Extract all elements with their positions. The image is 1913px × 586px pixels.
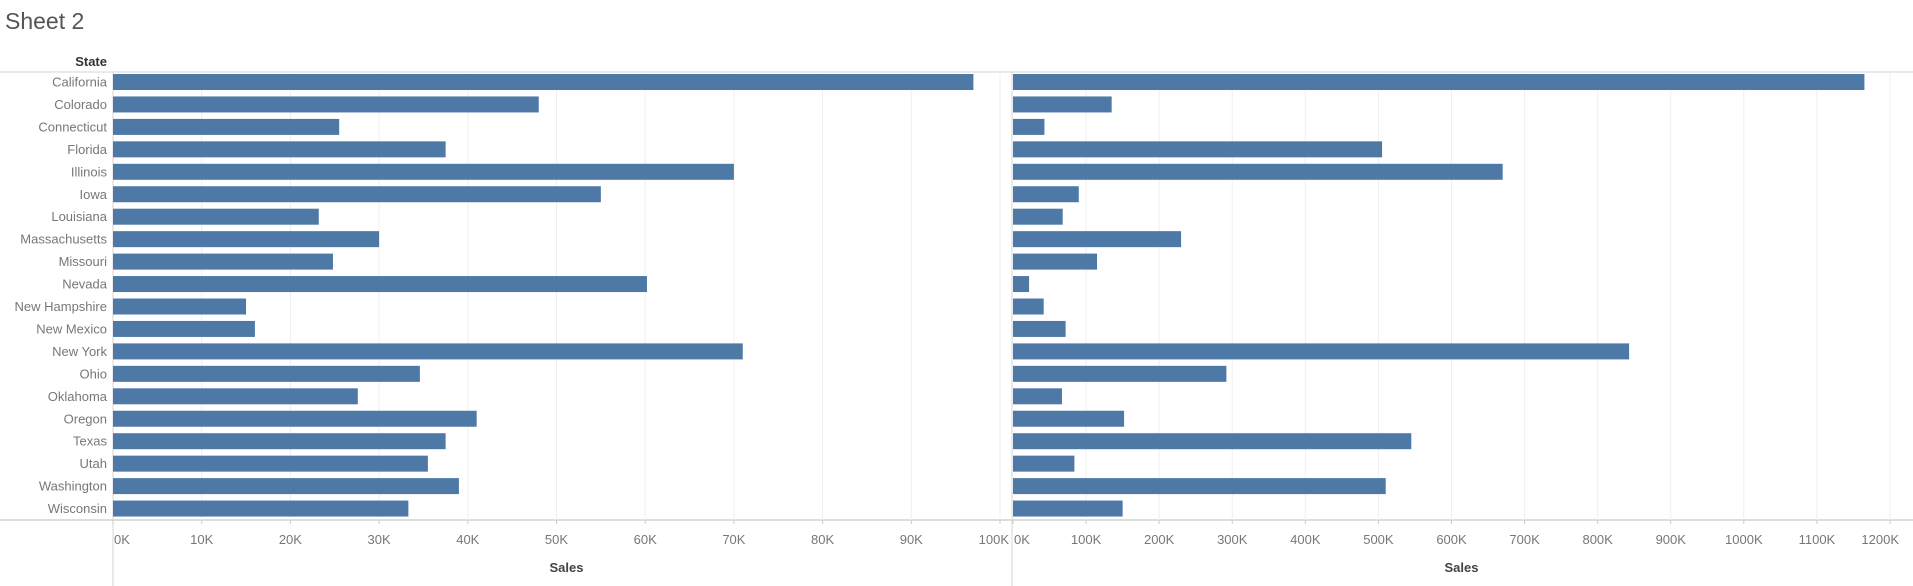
x-tick-label: 100K — [979, 532, 1010, 547]
bar[interactable] — [1013, 253, 1098, 270]
category-label: Washington — [39, 479, 107, 494]
bar[interactable] — [113, 96, 539, 113]
bar[interactable] — [1013, 298, 1044, 315]
x-tick-label: 700K — [1509, 532, 1540, 547]
category-label: Nevada — [62, 277, 108, 292]
bar[interactable] — [1013, 141, 1383, 158]
category-label: Missouri — [59, 254, 108, 269]
bar[interactable] — [113, 343, 743, 360]
bar[interactable] — [113, 186, 601, 203]
bar[interactable] — [113, 253, 333, 270]
category-label: New York — [52, 344, 107, 359]
bar[interactable] — [1013, 455, 1075, 472]
bar[interactable] — [113, 208, 319, 225]
category-label: Louisiana — [51, 209, 107, 224]
x-tick-label: 600K — [1436, 532, 1467, 547]
category-label: New Mexico — [36, 321, 107, 336]
category-label: Texas — [73, 434, 107, 449]
x-tick-label: 1100K — [1799, 532, 1836, 547]
category-label: New Hampshire — [15, 299, 107, 314]
sheet-title: Sheet 2 — [5, 8, 85, 34]
bar[interactable] — [1013, 343, 1630, 360]
bar[interactable] — [113, 141, 446, 158]
bar[interactable] — [1013, 365, 1227, 382]
category-label: Oklahoma — [48, 389, 108, 404]
category-label: Massachusetts — [20, 232, 107, 247]
bar[interactable] — [113, 455, 428, 472]
x-axis-title: Sales — [550, 560, 584, 575]
bar[interactable] — [113, 276, 647, 293]
x-tick-label: 60K — [634, 532, 657, 547]
bar[interactable] — [113, 231, 380, 248]
bar[interactable] — [1013, 208, 1063, 225]
x-tick-label: 20K — [279, 532, 302, 547]
bar[interactable] — [1013, 74, 1865, 90]
bar[interactable] — [1013, 388, 1062, 405]
x-tick-label: 1200K — [1861, 532, 1899, 547]
x-tick-label: 400K — [1290, 532, 1321, 547]
category-label: Florida — [67, 142, 108, 157]
bar[interactable] — [113, 410, 477, 427]
category-label: Colorado — [54, 97, 107, 112]
category-label: Utah — [80, 456, 107, 471]
bar[interactable] — [1013, 500, 1123, 517]
x-tick-label: 40K — [456, 532, 479, 547]
bar[interactable] — [113, 478, 459, 495]
category-label: Wisconsin — [48, 501, 107, 516]
bar[interactable] — [1013, 478, 1386, 495]
bar[interactable] — [113, 433, 446, 450]
category-label: Illinois — [71, 164, 108, 179]
bar[interactable] — [1013, 118, 1045, 135]
bar[interactable] — [113, 388, 358, 405]
x-tick-label: 100K — [1071, 532, 1102, 547]
x-tick-label: 50K — [545, 532, 568, 547]
category-label: Connecticut — [38, 119, 107, 134]
x-tick-label: 90K — [900, 532, 923, 547]
bar[interactable] — [1013, 163, 1503, 180]
bar[interactable] — [1013, 410, 1125, 427]
bar[interactable] — [113, 74, 974, 90]
x-tick-label: 300K — [1217, 532, 1248, 547]
row-header: State — [75, 54, 107, 69]
bar[interactable] — [113, 320, 255, 337]
bar[interactable] — [1013, 186, 1079, 203]
x-axis-title: Sales — [1445, 560, 1479, 575]
x-tick-label: 70K — [722, 532, 745, 547]
category-label: Oregon — [64, 411, 107, 426]
x-tick-label: 10K — [190, 532, 213, 547]
bar[interactable] — [113, 500, 409, 517]
x-tick-label: 30K — [368, 532, 391, 547]
x-tick-label: 200K — [1144, 532, 1175, 547]
x-tick-label: 0K — [1014, 532, 1030, 547]
bar[interactable] — [1013, 231, 1182, 248]
x-tick-label: 900K — [1656, 532, 1687, 547]
bar[interactable] — [113, 365, 420, 382]
bar[interactable] — [113, 298, 247, 315]
x-tick-label: 0K — [114, 532, 130, 547]
x-tick-label: 500K — [1363, 532, 1394, 547]
x-tick-label: 1000K — [1725, 532, 1763, 547]
bar[interactable] — [1013, 96, 1112, 113]
category-label: California — [52, 75, 108, 90]
bar[interactable] — [1013, 276, 1030, 293]
bar[interactable] — [1013, 433, 1412, 450]
bar[interactable] — [113, 163, 734, 180]
category-label: Iowa — [80, 187, 108, 202]
bar[interactable] — [1013, 320, 1066, 337]
bar[interactable] — [113, 118, 340, 135]
x-tick-label: 80K — [811, 532, 834, 547]
category-label: Ohio — [80, 366, 107, 381]
x-tick-label: 800K — [1582, 532, 1613, 547]
